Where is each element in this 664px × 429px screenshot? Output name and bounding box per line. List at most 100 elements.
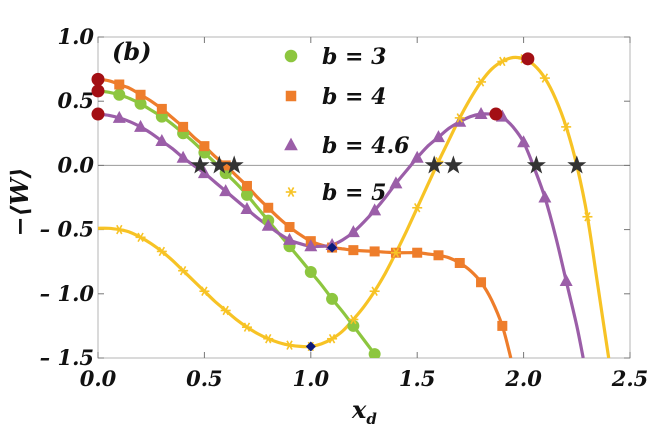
x-tick-label: 0.0 [80,366,117,391]
data-point-3 [539,73,550,83]
star-stroke [222,305,229,316]
extremum-point [91,84,105,98]
extremum-point [91,107,105,121]
data-point-3 [114,224,125,235]
data-point-1 [114,79,125,90]
data-point-1 [241,180,252,191]
zero-crossing-point [567,155,587,174]
data-point-2 [112,110,126,123]
data-point-0 [326,292,339,305]
data-point-3 [135,232,146,243]
data-point-3 [241,322,252,332]
data-point-3 [390,247,401,258]
data-point-3 [454,113,465,123]
x-axis-label-main: x [351,395,367,424]
plot-frame [97,36,631,359]
star-stroke [158,246,166,257]
data-point-2 [517,135,531,148]
data-point-3 [327,334,338,344]
legend-label-1: b = 4 [322,84,386,110]
data-point-2 [304,239,318,252]
star-stroke [265,334,272,344]
data-point-2 [474,107,488,120]
data-point-2 [410,150,424,163]
zero-crossing-point [224,155,244,174]
y-axis-ticks: 1.0 0.5 0.0 – 0.5 – 1.0 – 1.5 [40,24,630,370]
legend: b = 3 b = 4 b = 4.6 b = 5 [284,44,409,206]
star-stroke [286,340,293,350]
y-tick-label: – 1.0 [40,281,95,306]
panel-label: (b) [112,37,152,66]
minimum-point [305,341,316,352]
star-stroke [137,232,144,243]
data-point-1 [433,250,444,261]
data-point-3 [582,212,593,222]
data-point-2 [346,225,360,238]
data-point-3 [476,77,487,87]
data-point-1 [220,160,231,171]
y-tick-label: 1.0 [57,24,94,49]
extremum-point [489,107,503,121]
star-stroke [201,286,208,296]
data-point-2 [176,150,190,163]
legend-marker-1 [285,90,297,102]
legend-marker-3 [285,187,297,197]
legend-marker-0 [284,49,298,63]
legend-label-3: b = 5 [322,180,386,206]
data-point-2 [453,114,467,127]
data-point-2 [240,202,254,215]
data-point-2 [155,134,169,147]
zero-crossing-point [190,155,210,174]
data-point-1 [284,222,295,233]
zero-crossing-point [209,155,229,174]
legend-label-0: b = 3 [322,44,386,70]
star-stroke [287,187,295,197]
legend-label-2: b = 4.6 [322,133,409,159]
y-tick-label: – 1.5 [40,345,94,370]
x-tick-label: 0.5 [186,366,223,391]
data-point-3 [561,122,572,132]
special-points [91,52,587,352]
x-tick-label: 2.0 [504,366,542,391]
data-point-1 [412,247,423,258]
data-point-0 [113,88,126,101]
star-stroke [179,265,187,276]
x-axis-ticks: 0.0 0.5 1.0 1.5 2.0 2.5 [80,37,648,391]
data-point-2 [538,190,552,203]
zero-crossing-point [526,155,546,174]
data-point-3 [156,246,167,257]
star-stroke [414,203,421,213]
star-stroke [328,334,336,344]
series-markers [112,54,593,358]
data-point-2 [389,176,403,189]
data-point-0 [134,97,147,110]
star-stroke [477,77,485,87]
y-axis-label: −⟨W⟩ [5,168,34,237]
data-point-3 [199,286,210,296]
data-point-1 [135,89,146,100]
star-stroke [584,212,591,222]
x-tick-label: 1.5 [399,366,436,391]
star-stroke [116,224,123,235]
data-point-1 [156,103,167,114]
star-stroke [562,122,570,132]
star-stroke [456,113,463,123]
data-point-3 [348,314,359,325]
extremum-point [521,52,535,66]
data-point-1 [348,245,359,256]
zero-crossing-point [424,155,444,174]
legend-marker-2 [284,137,298,151]
extremum-point [91,72,105,86]
minimum-point [327,242,338,253]
data-point-3 [369,286,380,296]
data-point-3 [412,203,423,213]
y-tick-label: – 0.5 [40,217,94,242]
data-point-3 [178,265,189,276]
data-point-2 [219,184,233,197]
data-point-3 [497,56,508,67]
data-point-1 [369,246,380,257]
data-point-3 [220,305,231,316]
data-point-1 [199,141,210,152]
data-point-2 [134,119,148,132]
data-point-2 [559,273,573,286]
